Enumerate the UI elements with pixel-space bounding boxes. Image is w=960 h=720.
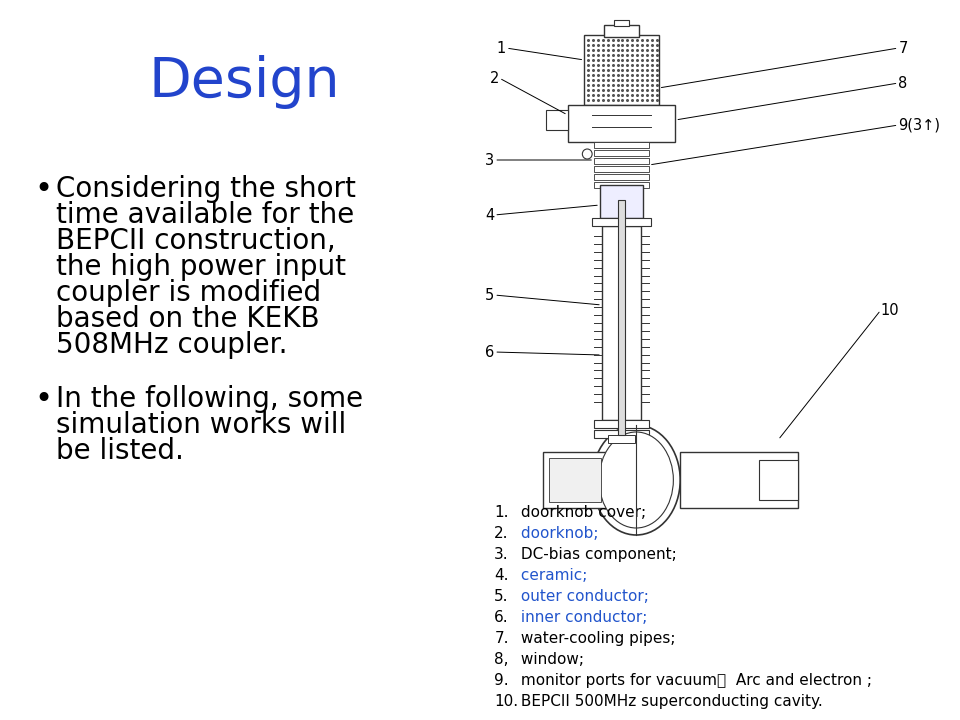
Text: water-cooling pipes;: water-cooling pipes; [516,631,675,646]
Text: 8,: 8, [494,652,509,667]
Text: 9.: 9. [494,673,509,688]
Text: doorknob cover;: doorknob cover; [516,505,646,520]
Text: 4: 4 [485,207,494,222]
Text: 2: 2 [490,71,499,86]
Text: 2.: 2. [494,526,509,541]
Text: 9(3↑): 9(3↑) [899,117,941,132]
Bar [594,166,649,172]
Bar [602,226,641,420]
Bar [594,182,649,188]
Bar [594,174,649,180]
Bar [594,430,649,438]
Text: 7: 7 [899,40,908,55]
Bar [592,218,651,226]
Bar [604,25,639,37]
Bar [617,200,625,435]
Ellipse shape [599,432,673,528]
Text: window;: window; [516,652,584,667]
Bar [600,185,643,218]
Bar [594,158,649,164]
Bar [613,20,630,26]
Bar [594,420,649,428]
Text: time available for the: time available for the [56,201,354,229]
Text: 1.: 1. [494,505,509,520]
Text: •: • [35,385,53,414]
Bar [608,435,636,443]
Text: Design: Design [149,55,341,109]
Text: be listed.: be listed. [56,437,183,465]
Text: the high power input: the high power input [56,253,346,281]
Ellipse shape [592,425,681,535]
Text: DC-bias component;: DC-bias component; [516,547,677,562]
Text: 6: 6 [485,344,494,359]
Text: 7.: 7. [494,631,509,646]
Text: coupler is modified: coupler is modified [56,279,321,307]
Bar [594,150,649,156]
Bar [549,458,601,502]
Bar [567,105,675,142]
Text: 6.: 6. [494,610,509,625]
Text: simulation works will: simulation works will [56,411,346,439]
Text: 3: 3 [485,153,494,168]
Text: 508MHz coupler.: 508MHz coupler. [56,331,287,359]
Bar [543,452,607,508]
Text: 10.: 10. [494,694,518,709]
Bar [546,110,567,130]
Bar [585,35,659,105]
Text: inner conductor;: inner conductor; [516,610,647,625]
Text: BEPCII 500MHz superconducting cavity.: BEPCII 500MHz superconducting cavity. [516,694,823,709]
Bar [758,460,798,500]
Text: •: • [35,175,53,204]
Text: doorknob;: doorknob; [516,526,598,541]
Text: ceramic;: ceramic; [516,568,588,583]
Text: outer conductor;: outer conductor; [516,589,649,604]
Text: based on the KEKB: based on the KEKB [56,305,320,333]
Text: Considering the short: Considering the short [56,175,355,203]
Text: 5: 5 [485,287,494,302]
Bar [681,452,798,508]
Text: 8: 8 [899,76,908,91]
Text: 5.: 5. [494,589,509,604]
Text: 3.: 3. [494,547,509,562]
Text: 4.: 4. [494,568,509,583]
Text: In the following, some: In the following, some [56,385,363,413]
Bar [594,142,649,148]
Text: BEPCII construction,: BEPCII construction, [56,227,336,255]
Text: monitor ports for vacuum、  Arc and electron ;: monitor ports for vacuum、 Arc and electr… [516,673,872,688]
Text: 1: 1 [496,40,506,55]
Text: 10: 10 [881,302,900,318]
